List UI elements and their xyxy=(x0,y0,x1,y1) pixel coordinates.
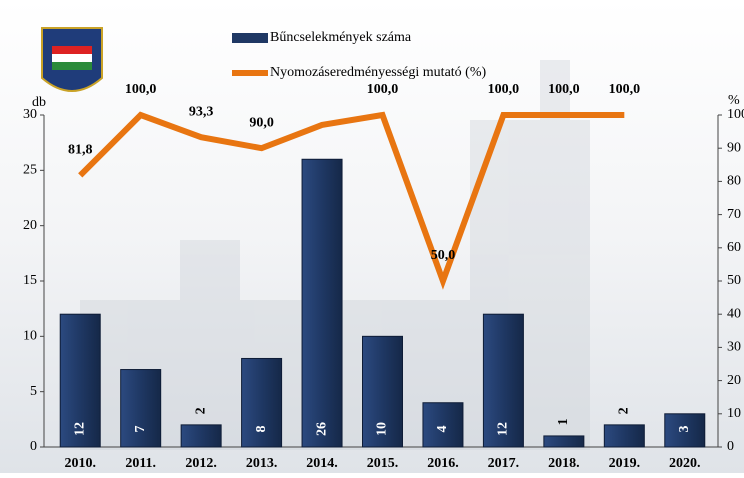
line-value-label: 100,0 xyxy=(488,82,520,97)
bar xyxy=(59,313,101,448)
y2-tick-label: 10 xyxy=(727,406,741,421)
bar xyxy=(664,413,706,448)
y2-tick-label: 90 xyxy=(727,140,741,155)
bar-value-label: 10 xyxy=(375,422,390,436)
y2-tick-label: 70 xyxy=(727,207,741,222)
x-tick-label: 2019. xyxy=(609,456,641,471)
bar-value-label: 1 xyxy=(556,418,571,425)
bar-value-label: 26 xyxy=(314,422,329,436)
x-tick-label: 2015. xyxy=(367,456,399,471)
bar xyxy=(543,435,585,448)
bar-value-label: 7 xyxy=(133,426,148,433)
y-tick-label: 20 xyxy=(23,218,37,233)
y2-axis-label: % xyxy=(728,93,740,108)
bar xyxy=(180,424,222,448)
bar-value-label: 12 xyxy=(496,422,511,436)
line-value-label: 100,0 xyxy=(609,82,641,97)
bar-value-label: 12 xyxy=(72,422,87,436)
y2-tick-label: 50 xyxy=(727,273,741,288)
line-value-label: 100,0 xyxy=(125,82,157,97)
y2-tick-label: 0 xyxy=(727,439,734,454)
bar xyxy=(422,402,464,448)
bar xyxy=(120,369,162,448)
line xyxy=(78,111,625,290)
line-value-label: 81,8 xyxy=(68,143,93,158)
y-tick-label: 25 xyxy=(23,163,37,178)
legend-swatch xyxy=(232,33,268,43)
legend-label: Bűncselekmények száma xyxy=(270,30,412,45)
y-tick-label: 5 xyxy=(30,384,37,399)
y-tick-label: 15 xyxy=(23,273,37,288)
bar-value-label: 2 xyxy=(193,407,208,414)
line-value-label: 50,0 xyxy=(431,248,456,263)
bar-value-label: 8 xyxy=(254,426,269,433)
y2-tick-label: 100 xyxy=(727,107,744,122)
x-tick-label: 2010. xyxy=(64,456,96,471)
bar-value-label: 4 xyxy=(435,426,450,433)
line-value-label: 93,3 xyxy=(189,104,214,119)
y2-tick-label: 40 xyxy=(727,306,741,321)
y-tick-label: 0 xyxy=(30,439,37,454)
x-tick-label: 2020. xyxy=(669,456,701,471)
y2-tick-label: 30 xyxy=(727,340,741,355)
y2-tick-label: 80 xyxy=(727,174,741,189)
legend-label: Nyomozáseredményességi mutató (%) xyxy=(270,65,486,80)
logo xyxy=(41,27,103,92)
x-tick-label: 2018. xyxy=(548,456,580,471)
line-value-label: 100,0 xyxy=(367,82,399,97)
y-tick-label: 30 xyxy=(23,107,37,122)
y-tick-label: 10 xyxy=(23,329,37,344)
y2-tick-label: 60 xyxy=(727,240,741,255)
bar xyxy=(362,335,403,448)
bar xyxy=(301,158,343,448)
line-value-label: 100,0 xyxy=(548,82,580,97)
line-value-label: 90,0 xyxy=(249,115,274,130)
bar-value-label: 3 xyxy=(677,426,692,433)
y2-tick-label: 20 xyxy=(727,373,741,388)
x-tick-label: 2016. xyxy=(427,456,459,471)
y-axis-label: db xyxy=(32,95,46,110)
x-tick-label: 2012. xyxy=(185,456,217,471)
bar xyxy=(241,357,283,448)
x-tick-label: 2013. xyxy=(246,456,278,471)
bar xyxy=(482,313,524,448)
x-tick-label: 2017. xyxy=(488,456,520,471)
bar-value-label: 2 xyxy=(617,407,632,414)
bar xyxy=(603,424,645,448)
x-tick-label: 2011. xyxy=(125,456,156,471)
x-tick-label: 2014. xyxy=(306,456,338,471)
